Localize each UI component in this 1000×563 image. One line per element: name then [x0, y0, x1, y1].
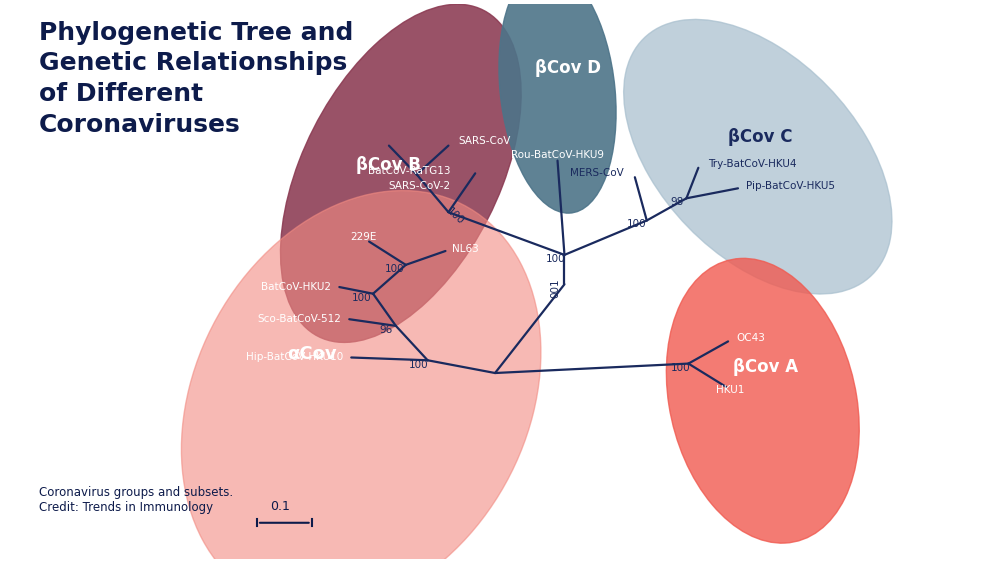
Ellipse shape: [499, 0, 616, 213]
Text: Rou-BatCoV-HKU9: Rou-BatCoV-HKU9: [511, 150, 604, 160]
Text: BatCoV-HKU2: BatCoV-HKU2: [261, 282, 331, 292]
Text: HKU1: HKU1: [716, 385, 744, 395]
Text: 100: 100: [546, 254, 565, 264]
Ellipse shape: [280, 5, 521, 342]
Text: Phylogenetic Tree and
Genetic Relationships
of Different
Coronaviruses: Phylogenetic Tree and Genetic Relationsh…: [39, 21, 353, 137]
Ellipse shape: [666, 258, 859, 543]
Text: 100: 100: [671, 363, 690, 373]
Text: 100: 100: [409, 360, 428, 370]
Text: βCov A: βCov A: [733, 359, 798, 377]
Text: 98: 98: [670, 197, 683, 207]
Text: SARS-CoV-2: SARS-CoV-2: [388, 181, 450, 191]
Text: 100: 100: [627, 220, 647, 229]
Text: OC43: OC43: [736, 333, 765, 343]
Text: βCov C: βCov C: [728, 128, 793, 146]
Ellipse shape: [624, 19, 892, 294]
Text: 96: 96: [379, 325, 393, 335]
Text: 229E: 229E: [350, 232, 376, 242]
Ellipse shape: [181, 190, 541, 563]
Text: Hip-BatCoV-HKU10: Hip-BatCoV-HKU10: [246, 352, 343, 363]
Text: 100: 100: [385, 263, 405, 274]
Text: 100: 100: [351, 293, 371, 303]
Text: BatCoV-RaTG13: BatCoV-RaTG13: [368, 166, 450, 176]
Text: Pip-BatCoV-HKU5: Pip-BatCoV-HKU5: [746, 181, 835, 191]
Text: βCov D: βCov D: [535, 59, 601, 77]
Text: αCov: αCov: [287, 345, 336, 363]
Text: Try-BatCoV-HKU4: Try-BatCoV-HKU4: [708, 159, 797, 169]
Text: MERS-CoV: MERS-CoV: [570, 168, 624, 178]
Text: 100: 100: [445, 206, 466, 227]
Text: βCov B: βCov B: [356, 156, 421, 174]
Text: Sco-BatCoV-512: Sco-BatCoV-512: [257, 314, 341, 324]
Text: 0.1: 0.1: [270, 501, 290, 513]
Text: NL63: NL63: [452, 244, 479, 254]
Text: 001: 001: [551, 278, 561, 298]
Text: Coronavirus groups and subsets.
Credit: Trends in Immunology: Coronavirus groups and subsets. Credit: …: [39, 486, 233, 515]
Text: SARS-CoV: SARS-CoV: [458, 136, 511, 146]
